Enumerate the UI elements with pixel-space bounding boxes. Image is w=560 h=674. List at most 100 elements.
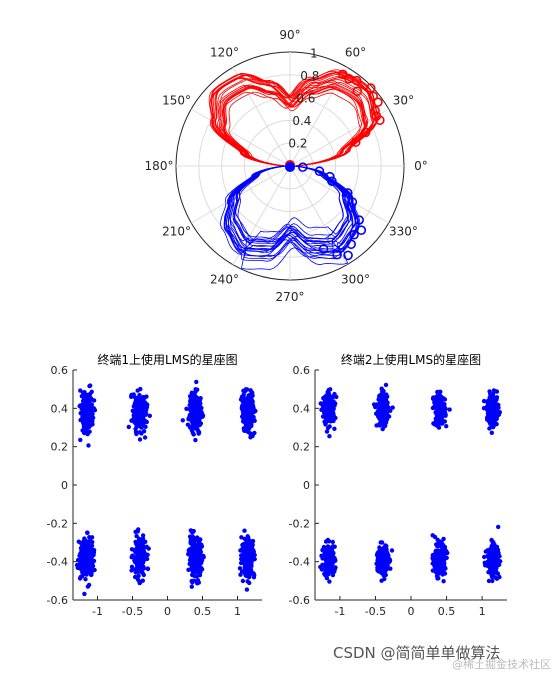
polar-curve: [229, 165, 349, 245]
scatter-point: [132, 395, 138, 400]
scatter-point: [332, 426, 337, 431]
scatter-point: [434, 418, 440, 423]
scatter-point: [379, 568, 384, 573]
scatter-point: [242, 528, 247, 533]
scatter-point: [441, 565, 446, 570]
scatter-point: [141, 547, 146, 553]
polar-marker: [327, 176, 337, 187]
scatter-point: [189, 414, 194, 419]
scatter-point: [247, 569, 253, 574]
scatter-point: [440, 402, 445, 407]
scatter-point: [245, 554, 250, 559]
scatter-point: [77, 576, 83, 581]
scatter-point: [443, 412, 448, 417]
scatter-point: [138, 397, 144, 403]
scatter-point: [249, 560, 254, 565]
scatter-point: [196, 580, 201, 585]
polar-marker: [325, 171, 335, 182]
scatter-point: [436, 544, 441, 549]
scatter-point: [87, 556, 92, 562]
x-tick-label: -1: [92, 605, 103, 618]
scatter-point: [193, 437, 198, 443]
polar-marker: [314, 166, 325, 176]
scatter-point: [129, 392, 134, 398]
scatter-point: [439, 415, 445, 420]
scatter-point: [238, 572, 243, 577]
scatter-point: [482, 554, 487, 560]
scatter-point: [80, 544, 85, 549]
scatter-point: [487, 389, 492, 394]
scatter-point: [382, 563, 388, 569]
scatter-point: [491, 409, 496, 415]
scatter-point: [323, 411, 328, 416]
scatter-point: [445, 550, 450, 556]
scatter-point: [485, 415, 490, 420]
watermark-subtext: @稀土掘金技术社区: [452, 657, 551, 671]
scatter-point: [327, 424, 332, 429]
scatter-point: [329, 563, 334, 568]
x-tick-label: -0.5: [365, 605, 386, 618]
scatter-point: [89, 535, 95, 540]
polar-radius-label: 1: [310, 47, 318, 61]
scatter-point: [140, 405, 145, 411]
scatter-point: [248, 431, 253, 436]
scatter-point: [487, 426, 492, 431]
scatter-point: [82, 536, 87, 541]
scatter-point: [497, 574, 502, 580]
axes: -0.6 -0.4 -0.2 0 0.2 0.4 0.6 -1 -0.5 0 0.5 1: [47, 364, 262, 618]
scatter-point: [379, 417, 385, 422]
scatter-point: [245, 558, 250, 563]
scatter-point: [323, 398, 328, 403]
scatter-point: [199, 405, 204, 411]
x-tick-label: 1: [234, 605, 241, 618]
scatter-point: [240, 578, 246, 584]
scatter-point: [492, 555, 498, 560]
scatter-point: [140, 533, 146, 538]
scatter-point: [240, 554, 246, 559]
scatter-point: [489, 558, 494, 563]
scatter-point: [247, 539, 253, 544]
scatter-point: [192, 573, 197, 578]
scatter-point: [241, 388, 246, 393]
scatter-point: [129, 547, 135, 552]
y-tick-label: 0: [303, 479, 310, 492]
scatter-point: [320, 403, 326, 408]
scatter-point: [196, 409, 201, 415]
polar-marker: [373, 97, 383, 107]
scatter-point: [483, 549, 488, 554]
y-tick-label: 0.6: [293, 364, 311, 377]
scatter-point: [326, 555, 331, 560]
scatter-point: [145, 402, 150, 407]
scatter-point: [333, 565, 338, 570]
scatter-point: [191, 578, 197, 583]
y-tick-label: -0.6: [289, 594, 310, 607]
scatter-point: [134, 431, 139, 437]
scatter-point: [184, 406, 189, 411]
scatter-point: [192, 536, 197, 541]
scatter-point: [134, 540, 139, 545]
scatter-point: [140, 541, 145, 546]
polar-marker: [370, 105, 380, 116]
y-tick-label: -0.4: [47, 556, 68, 569]
scatter-point: [238, 560, 244, 566]
polar-marker: [332, 249, 342, 260]
scatter-point: [81, 550, 86, 555]
scatter-point: [198, 544, 203, 549]
scatter-point: [138, 386, 143, 392]
scatter-point: [377, 394, 382, 399]
scatter-point: [87, 429, 92, 434]
scatter-point: [134, 419, 140, 424]
scatter-point: [145, 566, 151, 572]
scatter-point: [490, 539, 495, 544]
scatter-point: [436, 397, 441, 402]
polar-markers: [285, 69, 385, 261]
polar-marker: [356, 225, 367, 235]
scatter-point: [244, 587, 250, 592]
scatter-point: [435, 423, 440, 428]
scatter-point: [484, 404, 489, 410]
polar-radius-labels: 0.2 0.4 0.6 0.8 1: [288, 47, 319, 151]
scatter-point: [328, 566, 333, 572]
scatter-point: [440, 419, 446, 425]
scatter-point: [81, 539, 86, 545]
polar-marker: [342, 188, 353, 198]
